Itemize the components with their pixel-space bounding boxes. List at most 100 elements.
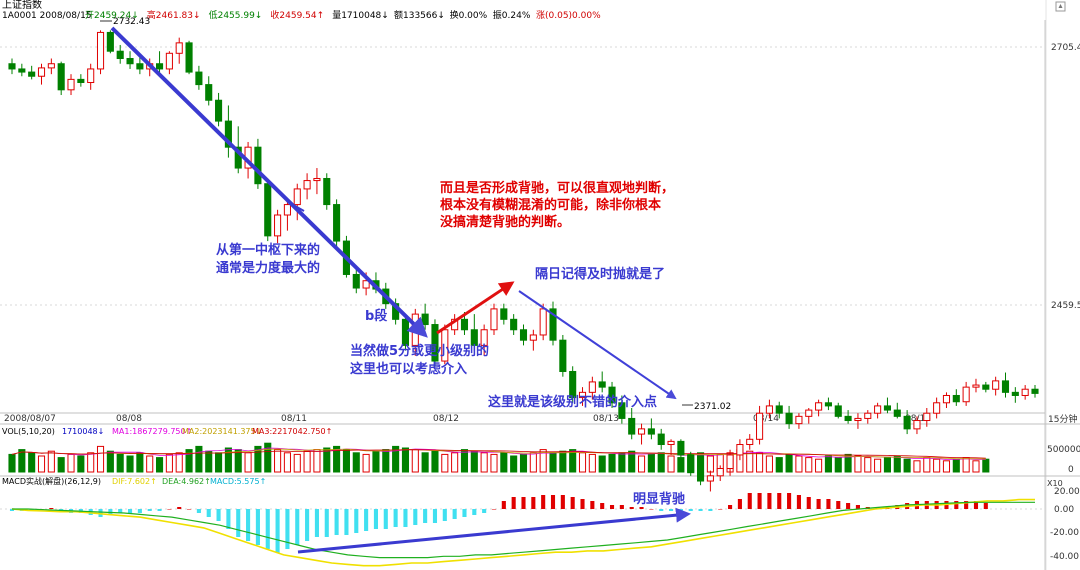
macd-bar — [580, 499, 585, 509]
note-divergence-line-2: 根本没有模糊混淆的可能，除非你根本 — [440, 197, 661, 213]
candle — [923, 408, 931, 427]
candle — [323, 173, 331, 210]
volume-bar — [539, 449, 547, 473]
volume-bar — [106, 450, 114, 473]
volume-bar — [824, 455, 832, 473]
macd-bar — [285, 509, 290, 549]
macd-bar — [147, 509, 152, 511]
note-divergence-line-3: 没搞清楚背驰的判断。 — [440, 214, 570, 230]
macd-bar — [413, 509, 418, 525]
low-marker-label: 2371.02 — [694, 402, 731, 412]
macd-bar — [403, 509, 408, 527]
volume-bar — [706, 455, 714, 473]
candle — [687, 451, 695, 476]
candle — [667, 439, 675, 455]
scroll-up-button[interactable] — [1055, 1, 1066, 12]
macd-bar — [275, 509, 280, 553]
macd-bar — [393, 509, 398, 527]
candle — [903, 410, 911, 435]
volume-bar — [146, 455, 154, 473]
volume-bar — [333, 445, 341, 473]
macd-bar — [314, 509, 319, 537]
candle — [697, 465, 705, 486]
volume-bar — [628, 450, 636, 473]
high-marker-label: 2732.43 — [113, 17, 150, 27]
candle — [864, 410, 872, 424]
macd-bar — [236, 509, 241, 537]
volume-bar — [274, 449, 282, 473]
vol-title: VOL(5,10,20) — [2, 427, 55, 436]
candle — [824, 397, 832, 411]
volume-bar — [844, 453, 852, 473]
second-down-arrow — [518, 290, 677, 400]
volume-bar — [942, 460, 951, 473]
candle — [883, 397, 892, 414]
candle — [756, 405, 764, 445]
macd-bar — [295, 509, 300, 545]
candle — [942, 392, 951, 408]
macd-bar — [836, 501, 841, 509]
candle — [637, 423, 646, 445]
candle — [765, 399, 773, 419]
volume-ma-lines — [11, 447, 986, 460]
header-field-0: 开2459.24↓ — [85, 10, 139, 21]
candle — [264, 178, 272, 242]
note-first-pivot-line-1: 从第一中枢下来的 — [216, 242, 320, 258]
volume-bar — [834, 457, 842, 473]
volume-bar — [342, 449, 350, 473]
candle — [18, 63, 26, 77]
macd-bar — [157, 509, 162, 511]
volume-bar — [785, 453, 793, 473]
note-obvious-divergence: 明显背驰 — [633, 491, 685, 507]
volume-bar — [195, 445, 203, 473]
macd-bar — [855, 505, 860, 509]
macd-bar — [137, 509, 142, 513]
volume-bar — [47, 450, 55, 473]
volume-bar — [775, 457, 783, 473]
candle — [283, 199, 291, 231]
volume-bar — [165, 453, 173, 473]
volume-bar — [765, 455, 773, 473]
macd-bar — [688, 509, 693, 511]
volume-bar — [962, 457, 970, 473]
candle — [569, 366, 577, 403]
macd-bar — [383, 509, 388, 529]
volume-bar — [667, 455, 675, 473]
macd-bar — [659, 509, 664, 511]
candle — [844, 410, 852, 424]
candle — [67, 74, 75, 96]
macd-bar — [206, 509, 211, 517]
candle — [155, 51, 164, 75]
macd-axis-label-2: 0.00 — [1054, 505, 1074, 515]
macd-axis-label-4: -40.00 — [1050, 552, 1079, 562]
macd-bar — [9, 509, 15, 511]
candle — [441, 324, 449, 365]
volume-bar — [431, 450, 439, 473]
macd-bar — [846, 503, 851, 509]
volume-bar — [175, 452, 183, 473]
volume-bar — [598, 455, 606, 473]
candle — [470, 314, 478, 351]
candle — [205, 76, 213, 106]
candle — [87, 63, 95, 90]
volume-bar — [490, 453, 498, 473]
candle — [303, 173, 311, 200]
volume-bar — [8, 453, 16, 473]
macd-bar — [196, 509, 201, 513]
note-entry-point: 这里就是该级别不错的介入点 — [488, 394, 657, 410]
candle — [736, 439, 744, 461]
candle — [1001, 372, 1010, 398]
volume-bar — [77, 455, 85, 473]
macd-bar — [796, 495, 801, 509]
volume-bar — [323, 447, 331, 473]
volume-bar — [421, 452, 429, 473]
candle — [431, 319, 439, 367]
candle — [962, 381, 970, 406]
volume-bar — [116, 453, 124, 473]
macd-bar — [747, 493, 752, 509]
volume-bar — [254, 445, 262, 473]
macd-bar — [826, 499, 831, 509]
volume-bar — [382, 449, 390, 473]
macd-bar — [728, 505, 733, 509]
volume-bar — [185, 449, 193, 473]
